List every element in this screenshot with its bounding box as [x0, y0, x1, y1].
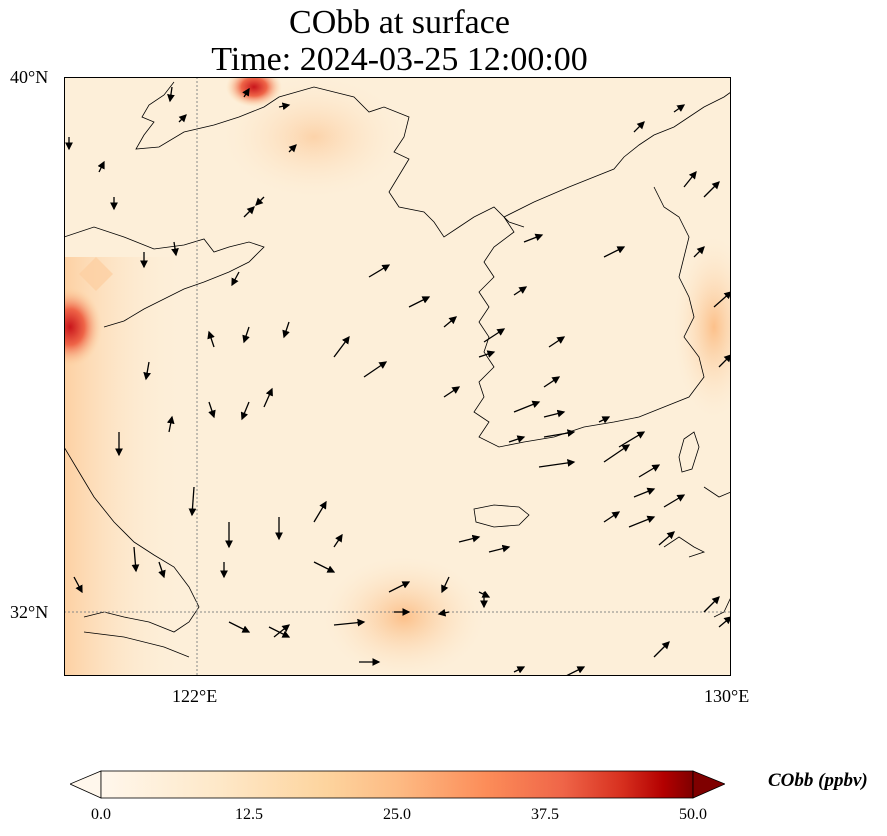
wind-arrow — [598, 416, 611, 424]
wind-arrow — [658, 531, 675, 546]
lon-tick-122e: 122°E — [172, 686, 218, 706]
colorbar — [70, 770, 725, 799]
wind-arrow — [231, 271, 240, 287]
wind-arrow — [282, 321, 290, 339]
wind-arrow — [538, 459, 576, 468]
wind-arrow — [240, 401, 250, 421]
wind-arrow — [207, 330, 215, 348]
wind-arrow — [171, 241, 179, 257]
wind-arrow — [513, 400, 541, 413]
hotspot-west — [64, 287, 102, 367]
wind-arrow — [443, 316, 457, 328]
wind-arrow — [288, 144, 297, 153]
wind-arrow — [228, 621, 251, 633]
map-panel — [64, 77, 731, 676]
wind-arrow — [208, 401, 216, 419]
wind-arrow — [513, 286, 528, 296]
wind-arrow — [388, 581, 411, 593]
lat-tick-32n: 32°N — [10, 602, 49, 622]
wind-arrow — [683, 170, 697, 188]
wind-arrow — [603, 246, 626, 258]
map-title-line2: Time: 2024-03-25 12:00:00 — [211, 41, 588, 78]
colorbar-gradient — [100, 770, 694, 799]
colorbar-tick-50: 50.0 — [679, 806, 707, 823]
wind-arrow — [178, 114, 187, 123]
concentration-plume-east — [674, 237, 731, 417]
wind-arrow — [166, 415, 175, 433]
wind-arrow — [333, 618, 366, 627]
hotspot-north — [226, 77, 282, 107]
wind-arrow — [188, 486, 197, 517]
wind-arrow — [268, 626, 291, 638]
wind-arrow — [243, 206, 255, 218]
colorbar-extend-low — [70, 770, 102, 799]
wind-arrow — [508, 435, 526, 443]
wind-arrow — [242, 326, 250, 344]
colorbar-tick-37-5: 37.5 — [531, 806, 559, 823]
colorbar-tick-12-5: 12.5 — [235, 806, 263, 823]
wind-arrow — [441, 576, 450, 594]
colorbar-tick-25: 25.0 — [383, 806, 411, 823]
coastlines — [64, 81, 731, 658]
wind-arrow — [653, 641, 670, 658]
concentration-plume-south — [324, 557, 484, 676]
map-title-line1: CObb at surface — [289, 4, 510, 41]
wind-arrow — [638, 464, 661, 478]
wind-arrow — [478, 350, 496, 358]
wind-arrow — [443, 386, 461, 398]
wind-arrow — [488, 544, 511, 553]
wind-arrow — [548, 336, 566, 348]
colorbar-extend-high — [692, 770, 725, 799]
wind-arrow — [633, 121, 645, 133]
wind-arrow — [603, 444, 631, 463]
wind-arrow — [368, 264, 391, 278]
wind-arrow — [483, 328, 506, 343]
wind-arrow — [713, 291, 731, 308]
lon-tick-130e: 130°E — [704, 686, 750, 706]
wind-arrow — [693, 246, 705, 258]
wind-arrow — [97, 160, 105, 173]
wind-arrow — [663, 494, 686, 508]
wind-arrow — [313, 561, 336, 573]
wind-arrow — [458, 534, 481, 543]
lat-tick-40n: 40°N — [10, 67, 49, 87]
wind-arrow — [628, 515, 656, 528]
wind-arrow — [408, 296, 431, 308]
wind-arrow — [363, 361, 388, 378]
colorbar-label: CObb (ppbv) — [768, 770, 868, 791]
wind-arrow — [333, 335, 350, 358]
wind-arrow — [513, 666, 526, 674]
concentration-plume-north — [224, 77, 404, 197]
wind-arrow — [603, 511, 621, 523]
wind-arrow — [703, 181, 720, 198]
wind-arrow — [718, 616, 731, 628]
wind-arrow — [278, 102, 291, 111]
wind-arrow — [478, 590, 491, 598]
wind-arrow — [437, 608, 450, 617]
wind-arrow — [255, 196, 265, 206]
wind-arrow — [633, 487, 656, 498]
wind-arrow — [543, 376, 561, 388]
map-border — [64, 77, 731, 676]
wind-arrow — [523, 233, 544, 243]
wind-arrow — [718, 354, 731, 368]
wind-vectors — [65, 86, 731, 676]
wind-arrow — [263, 387, 273, 408]
wind-arrow — [313, 500, 327, 523]
colorbar-tick-0: 0.0 — [91, 806, 111, 823]
wind-arrow — [131, 546, 140, 573]
wind-arrow — [158, 561, 166, 579]
wind-arrow — [242, 87, 250, 98]
wind-arrow — [167, 86, 175, 103]
wind-arrow — [543, 429, 576, 438]
wind-arrow — [703, 596, 720, 613]
wind-arrow — [143, 361, 151, 381]
wind-arrow — [673, 104, 686, 113]
wind-arrow — [333, 533, 343, 548]
wind-arrow — [543, 409, 566, 418]
wind-arrow — [73, 576, 83, 594]
